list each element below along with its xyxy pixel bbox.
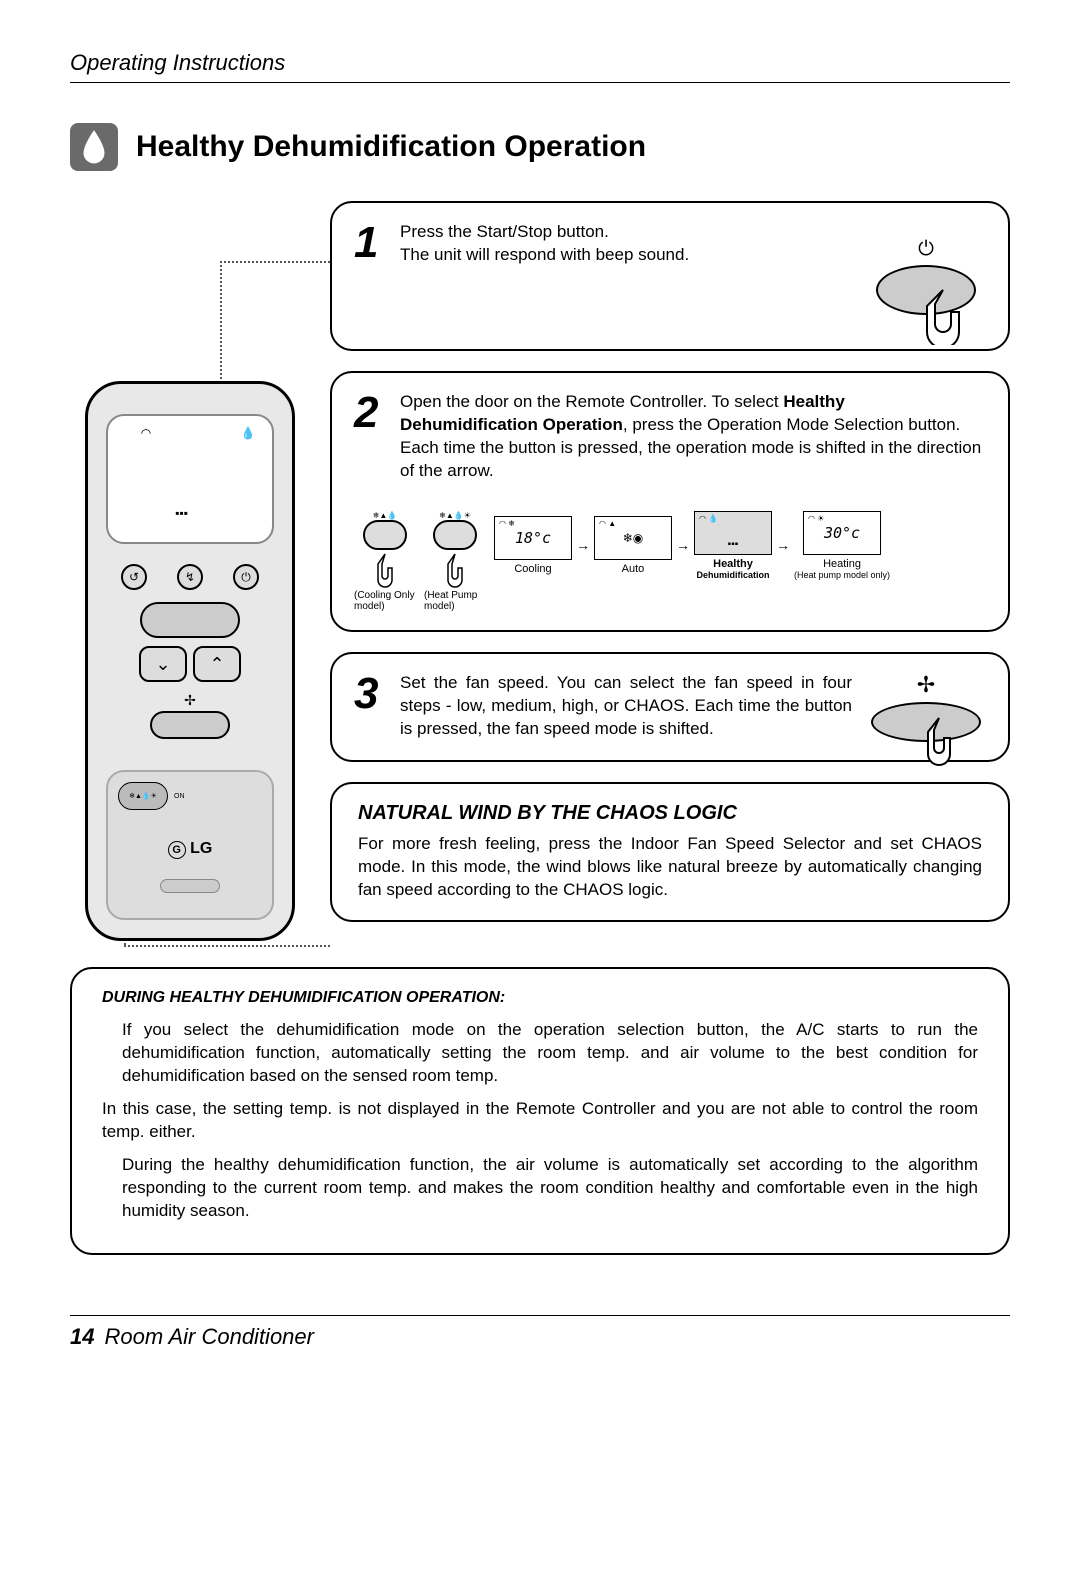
during-p1: If you select the dehumidification mode … — [102, 1019, 978, 1088]
during-p2: In this case, the setting temp. is not d… — [102, 1098, 978, 1144]
step-1-box: 1 Press the Start/Stop button. The unit … — [330, 201, 1010, 351]
step-2-box: 2 Open the door on the Remote Controller… — [330, 371, 1010, 632]
mode-auto: ❄◉ ◠ ▲ — [594, 516, 672, 560]
page-header: Operating Instructions — [70, 50, 285, 75]
remote-slot — [160, 879, 220, 893]
remote-temp-up: ⌃ — [193, 646, 241, 682]
remote-fan-button — [150, 711, 230, 739]
arrow-right-icon: → — [576, 537, 590, 553]
remote-main-button — [140, 602, 240, 638]
step-1-illustration: ⏻ — [866, 221, 986, 331]
during-operation-box: DURING HEALTHY DEHUMIDIFICATION OPERATIO… — [70, 967, 1010, 1255]
step-3-text: Set the fan speed. You can select the fa… — [400, 672, 852, 742]
power-icon: ⏻ — [918, 238, 934, 261]
step-3-illustration: ✢ — [866, 672, 986, 742]
step-2-number: 2 — [354, 391, 386, 483]
lg-logo: G LG — [118, 840, 262, 859]
arrow-right-icon: → — [776, 537, 790, 553]
remote-screen: ◠💧 ▪▪▪ — [106, 414, 274, 544]
start-stop-button-art — [876, 265, 976, 315]
chaos-info-box: NATURAL WIND BY THE CHAOS LOGIC For more… — [330, 782, 1010, 922]
mode-heating: 30°c ◠ ☀ — [803, 511, 881, 555]
remote-swing-button: ↺ — [121, 564, 147, 590]
remote-controller-diagram: ◠💧 ▪▪▪ ↺ ↯ ⏻ ⌄ ⌃ ✢ — [85, 381, 295, 941]
mode-press-heat-pump: ❄▲💧☀ (Heat Pump model) — [424, 511, 486, 612]
page-number: 14 — [70, 1324, 94, 1350]
step-3-box: 3 Set the fan speed. You can select the … — [330, 652, 1010, 762]
during-title: DURING HEALTHY DEHUMIDIFICATION OPERATIO… — [102, 989, 978, 1007]
remote-door-panel: ❄▲💧☀ ON G LG — [106, 770, 274, 920]
fan-speed-button-art — [871, 702, 981, 742]
remote-timer-button: ↯ — [177, 564, 203, 590]
step-2-text: Open the door on the Remote Controller. … — [400, 391, 986, 483]
mode-press-cooling-only: ❄▲💧 (Cooling Only model) — [354, 511, 416, 612]
mode-cooling: 18°c ◠ ❄ — [494, 516, 572, 560]
step-1-text: Press the Start/Stop button. The unit wi… — [400, 221, 852, 331]
section-title: Healthy Dehumidification Operation — [136, 130, 646, 164]
step-3-number: 3 — [354, 672, 386, 742]
section-droplet-icon — [70, 123, 118, 171]
chaos-text: For more fresh feeling, press the Indoor… — [358, 833, 982, 902]
footer-title: Room Air Conditioner — [104, 1324, 314, 1350]
arrow-right-icon: → — [676, 537, 690, 553]
chaos-title: NATURAL WIND BY THE CHAOS LOGIC — [358, 802, 982, 825]
fan-icon: ✢ — [917, 672, 935, 698]
remote-temp-down: ⌄ — [139, 646, 187, 682]
mode-dehumidification: ◠ 💧 ▪▪▪ — [694, 511, 772, 555]
step-1-number: 1 — [354, 221, 386, 331]
during-p3: During the healthy dehumidification func… — [102, 1154, 978, 1223]
remote-mode-button: ❄▲💧☀ — [118, 782, 168, 810]
remote-power-button: ⏻ — [233, 564, 259, 590]
